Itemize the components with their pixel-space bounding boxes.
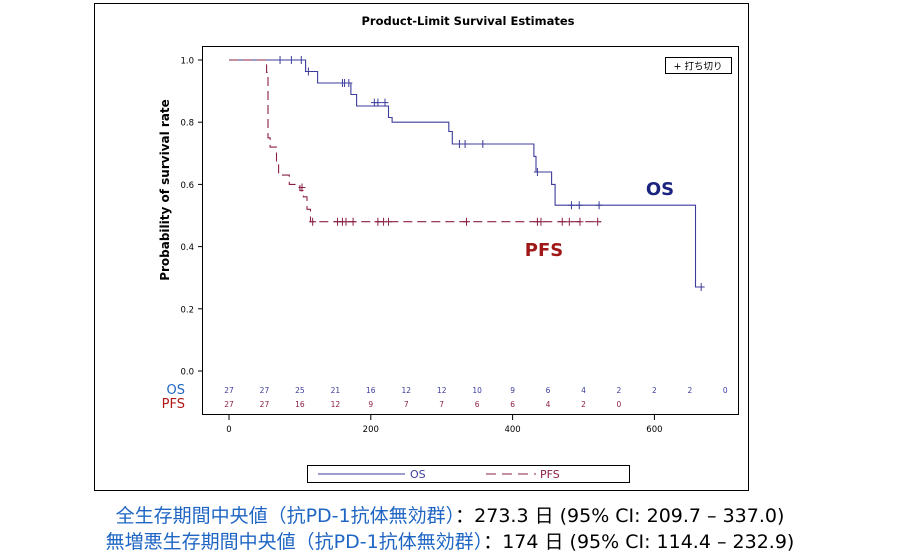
pfs-survival-curve bbox=[229, 59, 602, 223]
pfs-censor-mark bbox=[594, 217, 602, 226]
risk-count-pfs: 27 bbox=[260, 400, 270, 409]
os-censor-mark bbox=[297, 56, 305, 64]
os-censor-mark bbox=[381, 98, 389, 107]
pfs-censor-mark bbox=[576, 217, 584, 226]
os-censor-mark bbox=[374, 98, 382, 107]
risk-count-os: 12 bbox=[437, 386, 447, 395]
os-median-value: ：273.3 日 (95% CI: 209.7 – 337.0) bbox=[455, 505, 785, 527]
os-median-label: 全生存期間中央値（抗PD-1抗体無効群） bbox=[115, 505, 456, 527]
risk-count-os: 2 bbox=[617, 386, 622, 395]
risk-count-pfs: 2 bbox=[581, 400, 586, 409]
pfs-censor-mark bbox=[558, 217, 566, 226]
pfs-median-label: 無増悪生存期間中央値（抗PD-1抗体無効群） bbox=[105, 531, 484, 553]
pfs-annotation: PFS bbox=[525, 240, 563, 261]
risk-count-pfs: 6 bbox=[510, 400, 515, 409]
pfs-median-value: ：174 日 (95% CI: 114.4 – 232.9) bbox=[483, 531, 795, 553]
x-tick-label: 400 bbox=[504, 425, 520, 435]
os-censor-mark bbox=[461, 139, 469, 148]
x-tick-label: 200 bbox=[363, 425, 379, 435]
risk-count-os: 6 bbox=[546, 386, 551, 395]
y-tick-label: 0.0 bbox=[180, 368, 194, 378]
risk-table: OS 27 27 25 21 16 12 12 10 9 6 4 2 2 2 0 PFS 27 27 16 12 9 7 7 6… bbox=[162, 383, 728, 412]
risk-count-pfs: 27 bbox=[224, 400, 234, 409]
risk-count-pfs: 7 bbox=[404, 400, 409, 409]
pfs-median-summary: 無増悪生存期間中央値（抗PD-1抗体無効群）：174 日 (95% CI: 11… bbox=[0, 527, 900, 554]
pfs-censor-mark bbox=[298, 183, 306, 192]
plot-area bbox=[202, 46, 739, 415]
series-legend: OS PFS bbox=[307, 465, 630, 483]
risk-count-pfs: 12 bbox=[331, 400, 341, 409]
risk-count-os: 27 bbox=[260, 386, 270, 395]
os-censor-mark bbox=[533, 167, 541, 176]
risk-count-os: 16 bbox=[366, 386, 376, 395]
pfs-censor-mark bbox=[309, 217, 317, 226]
pfs-censor-mark bbox=[565, 217, 573, 226]
risk-count-pfs: 16 bbox=[295, 400, 305, 409]
x-axis-ticks: 0 200 400 600 bbox=[226, 415, 663, 435]
legend-pfs-label: PFS bbox=[540, 468, 560, 481]
risk-count-os: 9 bbox=[510, 386, 515, 395]
risk-count-os: 27 bbox=[224, 386, 234, 395]
risk-row-label-os: OS bbox=[167, 383, 185, 398]
risk-count-pfs: 6 bbox=[475, 400, 480, 409]
y-tick-label: 0.6 bbox=[180, 181, 194, 191]
risk-count-pfs: 7 bbox=[439, 400, 444, 409]
os-censor-mark bbox=[595, 201, 603, 210]
risk-count-os: 2 bbox=[652, 386, 657, 395]
risk-count-os: 10 bbox=[472, 386, 482, 395]
series-legend-box bbox=[307, 465, 630, 483]
risk-count-pfs: 9 bbox=[368, 400, 373, 409]
os-censor-mark bbox=[575, 201, 583, 210]
y-axis-ticks: 0.0 0.2 0.4 0.6 0.8 1.0 bbox=[180, 57, 203, 378]
risk-count-os: 0 bbox=[723, 386, 728, 395]
censor-legend-box bbox=[665, 57, 732, 74]
series-layer bbox=[229, 56, 705, 292]
pfs-censor-mark bbox=[537, 217, 545, 226]
y-axis-label: Probability of survival rate bbox=[158, 99, 172, 281]
risk-row-label-pfs: PFS bbox=[162, 397, 185, 412]
os-censor-mark bbox=[276, 56, 284, 64]
outer-frame bbox=[94, 3, 749, 491]
pfs-censor-mark bbox=[342, 217, 350, 226]
censor-legend-text: + 打ち切り bbox=[674, 61, 723, 73]
risk-count-os: 4 bbox=[581, 386, 586, 395]
risk-count-pfs: 4 bbox=[546, 400, 551, 409]
pfs-censor-mark bbox=[385, 217, 393, 226]
risk-count-pfs: 0 bbox=[617, 400, 622, 409]
os-censor-mark bbox=[287, 56, 295, 64]
risk-count-os: 25 bbox=[295, 386, 305, 395]
os-censor-mark bbox=[304, 67, 312, 76]
x-tick-label: 0 bbox=[226, 425, 231, 435]
chart-title: Product-Limit Survival Estimates bbox=[361, 14, 574, 28]
risk-count-os: 12 bbox=[401, 386, 411, 395]
risk-count-os: 21 bbox=[331, 386, 341, 395]
y-tick-label: 1.0 bbox=[180, 57, 194, 67]
pfs-censor-mark bbox=[463, 217, 471, 226]
survival-chart: Product-Limit Survival Estimates Probabi… bbox=[94, 3, 749, 491]
os-median-summary: 全生存期間中央値（抗PD-1抗体無効群）：273.3 日 (95% CI: 20… bbox=[0, 501, 900, 528]
os-annotation: OS bbox=[646, 179, 674, 200]
legend-os-label: OS bbox=[410, 468, 426, 481]
os-censor-mark bbox=[567, 201, 575, 210]
os-censor-mark bbox=[697, 283, 705, 292]
y-tick-label: 0.4 bbox=[180, 243, 194, 253]
os-censor-mark bbox=[479, 139, 487, 148]
os-censor-mark bbox=[345, 79, 353, 88]
y-tick-label: 0.2 bbox=[180, 305, 194, 315]
censor-legend: + 打ち切り bbox=[665, 57, 732, 74]
risk-count-os: 2 bbox=[687, 386, 692, 395]
pfs-censor-mark bbox=[349, 217, 357, 226]
y-tick-label: 0.8 bbox=[180, 119, 194, 129]
x-tick-label: 600 bbox=[646, 425, 662, 435]
